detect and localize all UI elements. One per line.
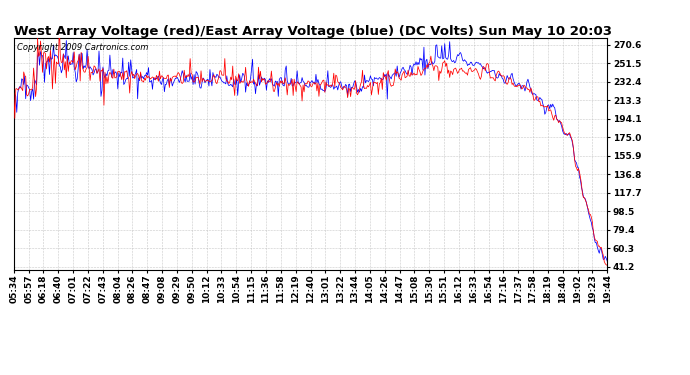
Text: Copyright 2009 Cartronics.com: Copyright 2009 Cartronics.com	[17, 44, 148, 52]
Text: West Array Voltage (red)/East Array Voltage (blue) (DC Volts) Sun May 10 20:03: West Array Voltage (red)/East Array Volt…	[14, 24, 612, 38]
